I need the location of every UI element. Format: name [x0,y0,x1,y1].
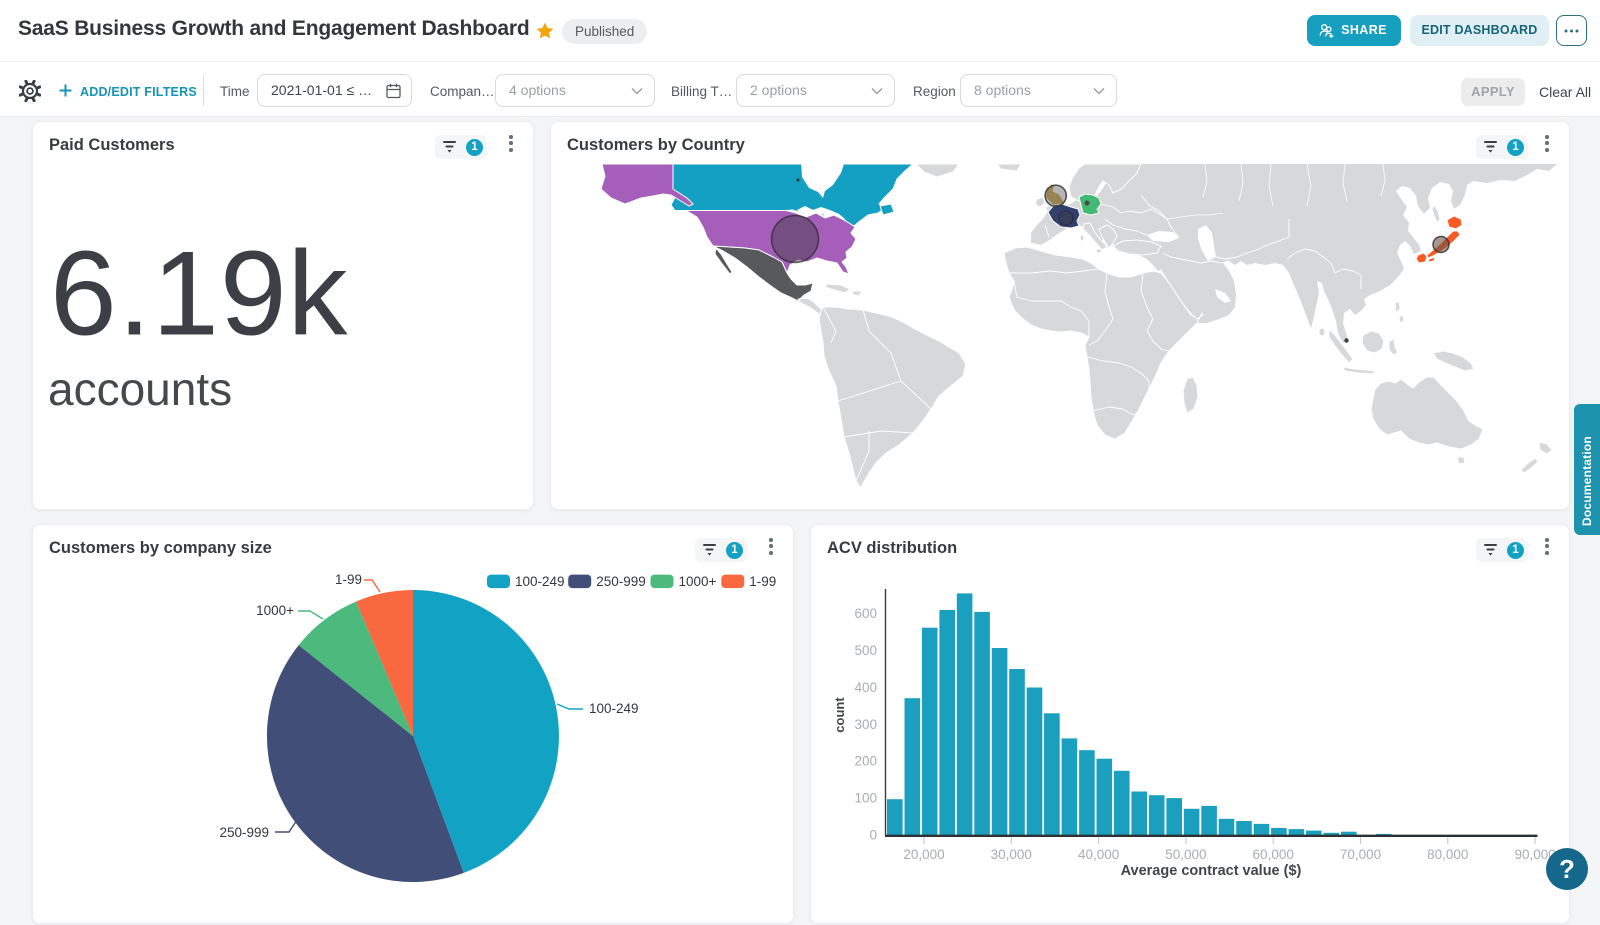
svg-text:500: 500 [854,643,877,658]
svg-text:600: 600 [854,606,877,621]
svg-text:100: 100 [854,791,877,806]
svg-text:1000+: 1000+ [256,603,294,618]
svg-text:60,000: 60,000 [1253,847,1294,862]
svg-text:80,000: 80,000 [1427,847,1468,862]
svg-text:30,000: 30,000 [991,847,1032,862]
svg-text:300: 300 [854,717,877,732]
svg-text:50,000: 50,000 [1165,847,1206,862]
svg-text:6.19k: 6.19k [50,227,349,361]
svg-text:count: count [832,697,847,733]
svg-text:accounts: accounts [48,363,232,415]
svg-text:Average contract value ($): Average contract value ($) [1121,863,1302,879]
svg-text:1000+: 1000+ [679,574,717,589]
svg-text:90,000: 90,000 [1514,847,1555,862]
svg-text:1-99: 1-99 [749,574,776,589]
svg-text:250-999: 250-999 [219,825,269,840]
svg-text:100-249: 100-249 [515,574,565,589]
svg-text:70,000: 70,000 [1340,847,1381,862]
svg-text:400: 400 [854,680,877,695]
svg-text:250-999: 250-999 [596,574,646,589]
svg-text:100-249: 100-249 [589,701,639,716]
svg-text:200: 200 [854,754,877,769]
svg-text:40,000: 40,000 [1078,847,1119,862]
svg-text:20,000: 20,000 [903,847,944,862]
svg-text:0: 0 [869,828,877,843]
svg-text:1-99: 1-99 [335,572,362,587]
